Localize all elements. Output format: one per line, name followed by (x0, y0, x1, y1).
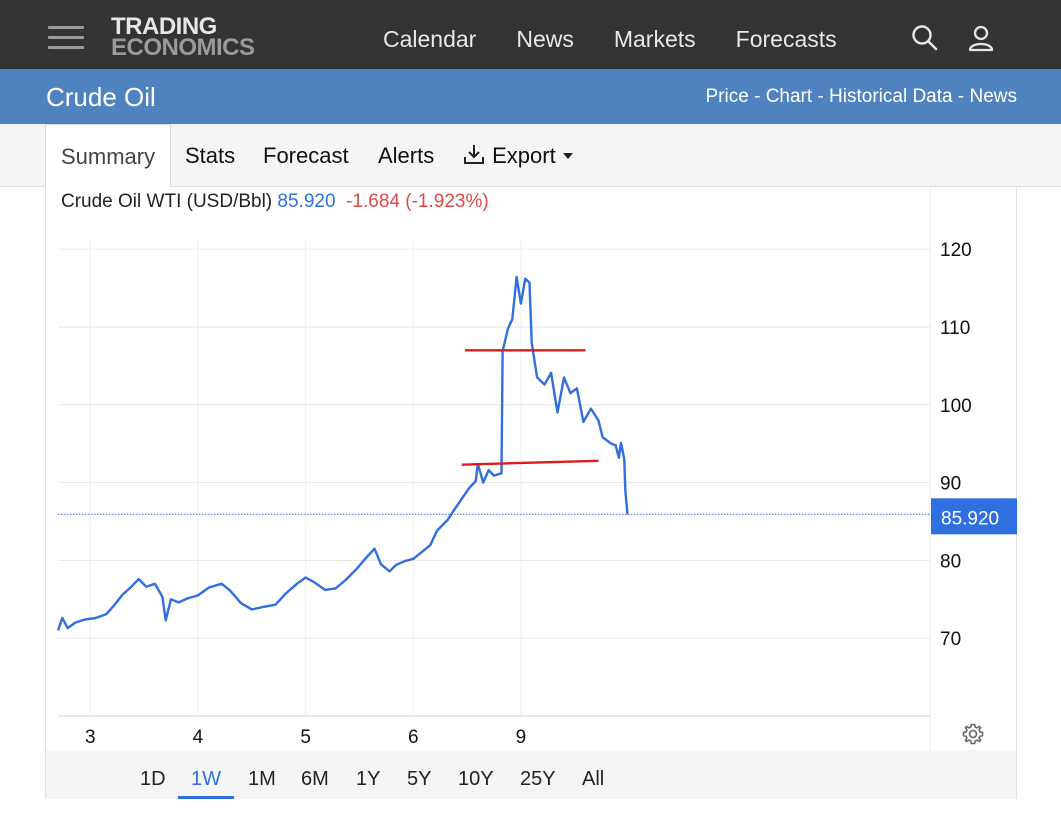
range-1y[interactable]: 1Y (356, 768, 381, 790)
price-change: -1.684 (346, 191, 400, 212)
price-change-percent: (-1.923%) (405, 191, 489, 212)
range-1w[interactable]: 1W (191, 768, 221, 790)
tab-bar: Summary Stats Forecast Alerts Export (0, 124, 1061, 188)
brand-line-2: ECONOMICS (111, 34, 255, 61)
nav-calendar[interactable]: Calendar (383, 26, 477, 52)
link-separator: - (812, 86, 830, 107)
chart-grid (58, 187, 931, 750)
brand-line-1: TRADING (111, 13, 217, 40)
price-series-line (56, 275, 629, 631)
range-selector: 1D 1W 1M 6M 1Y 5Y 10Y 25Y All (45, 750, 1017, 799)
x-tick-label: 4 (193, 727, 204, 748)
range-5y[interactable]: 5Y (407, 768, 432, 790)
search-icon[interactable] (911, 24, 939, 52)
tab-forecast[interactable]: Forecast (263, 143, 349, 168)
main-nav: Calendar News Markets Forecasts (383, 26, 877, 53)
last-price-label: 85.920 (941, 508, 999, 529)
x-tick-label: 3 (85, 727, 96, 748)
y-tick-label: 70 (940, 629, 961, 650)
x-tick-label: 6 (408, 727, 419, 748)
chart-annotations (461, 349, 599, 466)
last-price-badge (931, 498, 1017, 535)
tab-export[interactable]: Export (462, 124, 574, 187)
menu-icon[interactable] (48, 24, 84, 52)
link-separator: - (952, 86, 970, 107)
link-historical-data[interactable]: Historical Data (829, 86, 953, 107)
last-price: 85.920 (277, 191, 336, 212)
y-tick-label: 100 (940, 396, 972, 417)
nav-news[interactable]: News (516, 26, 574, 52)
y-tick-label: 120 (940, 240, 972, 261)
link-separator: - (748, 86, 766, 107)
tab-summary[interactable]: Summary (45, 124, 172, 188)
range-1d[interactable]: 1D (140, 768, 166, 790)
range-10y[interactable]: 10Y (458, 768, 494, 790)
link-news[interactable]: News (969, 86, 1017, 107)
caret-down-icon (562, 153, 573, 159)
top-navigation: TRADING ECONOMICS Calendar News Markets … (0, 0, 1061, 69)
chart-axis-ticks: 120 110 100 90 80 70 3 4 5 6 9 (85, 240, 972, 748)
active-range-indicator (178, 796, 234, 799)
link-chart[interactable]: Chart (765, 86, 813, 107)
quote-header: Crude Oil WTI (USD/Bbl) 85.920 -1.684 (-… (61, 191, 489, 213)
tab-stats[interactable]: Stats (185, 143, 236, 168)
range-25y[interactable]: 25Y (520, 768, 556, 790)
annotation-line (461, 459, 599, 466)
y-tick-label: 90 (940, 474, 961, 495)
title-bar: Crude Oil Price - Chart - Historical Dat… (0, 69, 1061, 124)
user-icon[interactable] (967, 24, 995, 52)
link-price[interactable]: Price (705, 86, 749, 107)
range-1m[interactable]: 1M (248, 768, 276, 790)
tab-alerts[interactable]: Alerts (378, 143, 435, 168)
download-icon (464, 145, 484, 164)
y-tick-label: 110 (940, 318, 970, 339)
gear-icon[interactable] (961, 722, 985, 746)
chart-series (56, 275, 629, 631)
range-6m[interactable]: 6M (301, 768, 329, 790)
nav-forecasts[interactable]: Forecasts (735, 26, 837, 52)
range-all[interactable]: All (582, 768, 605, 790)
page-title: Crude Oil (46, 82, 156, 112)
tab-export-label: Export (492, 143, 556, 168)
x-tick-label: 5 (300, 727, 311, 748)
chart-panel (45, 187, 1017, 799)
last-price-marker: 85.920 (58, 498, 1017, 535)
instrument-name: Crude Oil WTI (USD/Bbl) (61, 191, 273, 212)
y-tick-label: 80 (940, 551, 961, 572)
x-tick-label: 9 (516, 727, 527, 748)
brand-logo[interactable]: TRADING ECONOMICS (111, 13, 255, 61)
nav-markets[interactable]: Markets (613, 26, 696, 52)
section-links: Price - Chart - Historical Data - News (706, 86, 1018, 108)
